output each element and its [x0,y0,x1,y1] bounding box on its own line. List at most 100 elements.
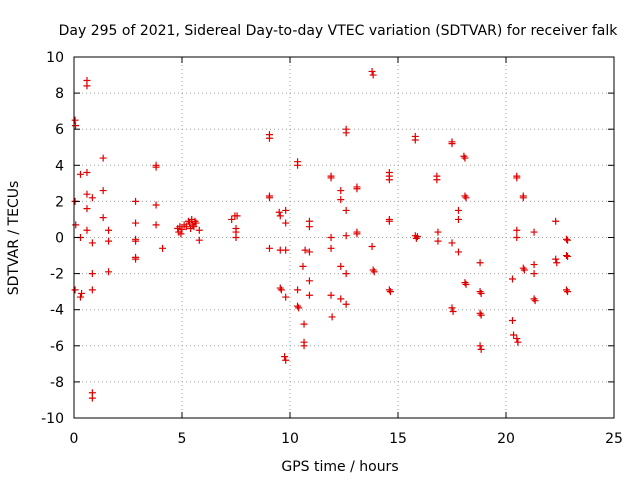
data-point [88,194,96,202]
data-point [182,223,190,231]
data-point [282,356,290,364]
data-point [530,270,538,278]
data-point [413,233,421,241]
data-point [552,255,560,263]
data-point [337,262,345,270]
data-point [564,252,572,260]
x-tick-label: 10 [281,431,299,447]
y-tick-label: -10 [41,411,64,427]
data-point [78,289,86,297]
y-tick-label: -2 [50,267,64,283]
y-tick-label: 6 [55,122,64,138]
data-point [508,275,516,283]
axis-ticks [73,56,615,419]
x-tick-labels: 0 5 10 15 20 25 [70,431,623,447]
data-point [370,268,378,276]
data-point [83,82,91,90]
data-point [152,201,160,209]
grid-lines [74,57,614,418]
data-point [295,304,303,312]
data-point [328,313,336,321]
data-point [76,170,84,178]
data-point [132,197,140,205]
data-point [461,154,469,162]
data-point [368,243,376,251]
y-tick-label: 0 [55,231,64,247]
data-point [385,217,393,225]
data-point [300,342,308,350]
data-point [265,134,273,142]
y-tick-labels: -10 -8 -6 -4 -2 0 2 4 6 8 10 [41,50,64,427]
data-point [434,228,442,236]
data-point [83,226,91,234]
data-point [553,259,561,267]
data-point [105,226,113,234]
data-point [337,295,345,303]
data-point [233,212,241,220]
data-point [337,187,345,195]
data-point [476,259,484,267]
data-point [152,221,160,229]
data-point [513,234,521,241]
data-point [514,338,522,346]
data-point [342,129,350,137]
data-point [132,255,140,263]
data-point [71,286,79,294]
x-tick-label: 5 [178,431,187,447]
data-point [462,280,470,288]
data-point [564,288,572,296]
data-point [228,215,236,223]
data-point [562,235,570,243]
data-point [195,226,203,234]
data-point [305,291,313,299]
data-point [190,223,198,231]
data-point [477,311,485,319]
data-point [105,237,113,245]
data-point [277,286,285,294]
data-point [448,140,456,148]
data-point [88,394,96,402]
data-point [476,342,484,350]
data-point [83,205,91,213]
data-point [448,304,456,312]
data-point [275,208,283,216]
x-tick-label: 25 [605,431,623,447]
chart-title: Day 295 of 2021, Sidereal Day-to-day VTE… [59,23,619,39]
data-point [88,286,96,294]
data-point [562,252,570,260]
data-point [530,228,538,236]
data-point [477,345,485,353]
data-point [282,206,290,214]
data-point [282,219,290,227]
data-point [433,176,441,184]
data-point [353,185,361,193]
data-point [282,293,290,301]
data-point [353,230,361,238]
data-point [530,261,538,269]
data-point [327,291,335,299]
x-tick-label: 0 [70,431,79,447]
data-point [276,212,284,220]
data-point [99,154,107,162]
data-point [531,297,539,305]
data-point [327,234,335,241]
data-point [305,223,313,231]
y-tick-label: 8 [55,86,64,102]
data-point [454,215,462,223]
data-point [178,225,186,233]
data-point [301,246,309,254]
y-tick-label: 4 [55,158,64,174]
data-point [411,136,419,144]
data-point [508,317,516,325]
data-point [519,194,527,202]
data-point [368,67,376,75]
data-points [71,67,572,402]
data-point [454,206,462,214]
data-point [327,174,335,182]
data-point [369,71,377,79]
data-point [177,230,185,238]
data-point [477,289,485,297]
x-tick-label: 20 [497,431,515,447]
y-axis-label: SDTVAR / TECUs [6,181,22,296]
